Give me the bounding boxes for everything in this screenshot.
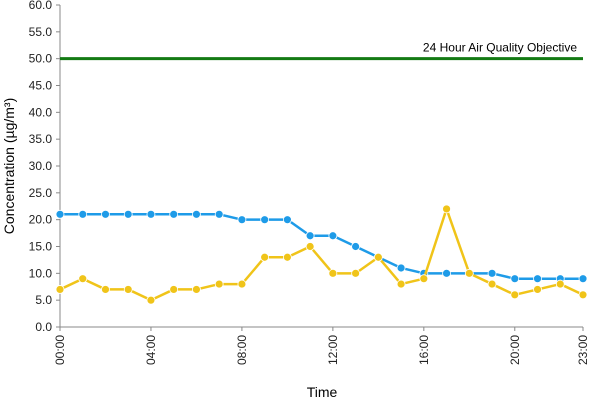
series-1-point xyxy=(237,215,247,225)
series-1-point xyxy=(442,268,451,278)
series-2-point xyxy=(533,285,542,294)
series-1-point xyxy=(260,215,270,225)
series-2-point xyxy=(578,290,588,300)
series-2-point xyxy=(351,268,361,278)
series-1-point xyxy=(533,274,542,284)
series-1 xyxy=(55,209,588,284)
series-2-point xyxy=(214,279,224,289)
series-2 xyxy=(55,204,588,305)
series-1-point xyxy=(396,263,406,273)
series-2-point xyxy=(419,274,429,284)
series-1-line xyxy=(60,213,583,280)
x-axis-title: Time xyxy=(307,384,338,400)
series-2-point xyxy=(373,252,383,262)
y-axis-ticks: 0.0 5.0 10.0 15.0 20.0 25.0 30.0 35.0 40.0 45.0 50… xyxy=(29,0,60,334)
air-quality-objective-label: 24 Hour Air Quality Objective xyxy=(423,41,577,55)
series-2-point xyxy=(464,268,474,278)
y-tick-label: 60.0 xyxy=(29,0,53,12)
y-tick-label: 15.0 xyxy=(29,240,53,254)
series-2-point xyxy=(442,204,451,214)
series-2-point xyxy=(169,285,179,294)
series-1-point xyxy=(192,209,201,219)
series-2-point xyxy=(123,285,133,294)
x-tick-label: 20:00 xyxy=(508,335,522,365)
y-tick-label: 20.0 xyxy=(29,213,53,227)
series-1-point xyxy=(169,209,179,219)
y-axis-title: Concentration (µg/m³) xyxy=(1,98,17,234)
y-tick-label: 5.0 xyxy=(35,293,52,307)
series-2-point xyxy=(146,295,156,305)
x-tick-label: 04:00 xyxy=(144,335,158,365)
y-tick-label: 0.0 xyxy=(35,320,52,334)
y-tick-label: 35.0 xyxy=(29,132,53,146)
series-1-point xyxy=(328,231,338,241)
x-tick-label: 12:00 xyxy=(326,335,340,365)
x-axis-ticks: 00:00 04:00 08:00 12:00 16:00 20:00 23:00 xyxy=(53,327,590,365)
series-1-point xyxy=(101,209,110,219)
series-2-point xyxy=(237,279,247,289)
reference-line-group: 24 Hour Air Quality Objective xyxy=(60,41,583,61)
y-tick-label: 30.0 xyxy=(29,159,53,173)
series-2-point xyxy=(55,285,65,294)
y-tick-label: 10.0 xyxy=(29,266,53,280)
series-2-line xyxy=(59,207,584,302)
series-2-point xyxy=(305,242,315,251)
series-2-point xyxy=(192,285,201,294)
series-2-point xyxy=(396,279,406,289)
series-1-point xyxy=(305,231,315,241)
y-tick-label: 45.0 xyxy=(29,79,53,93)
series-2-point xyxy=(328,268,338,278)
y-tick-label: 55.0 xyxy=(29,25,53,39)
y-tick-label: 40.0 xyxy=(29,105,53,119)
series-1-point xyxy=(487,268,497,278)
series-2-point xyxy=(555,279,565,289)
series-1-point xyxy=(78,209,88,219)
x-tick-label: 08:00 xyxy=(235,335,249,365)
x-tick-label: 16:00 xyxy=(417,335,431,365)
series-1-point xyxy=(55,209,65,219)
x-tick-label: 23:00 xyxy=(576,335,590,365)
series-2-point xyxy=(282,252,292,262)
series-layer xyxy=(55,204,588,305)
series-2-point xyxy=(101,285,110,294)
series-2-point xyxy=(510,290,520,300)
series-1-point xyxy=(123,209,133,219)
y-tick-label: 50.0 xyxy=(29,52,53,66)
series-1-point xyxy=(214,209,224,219)
series-2-point xyxy=(487,279,497,289)
x-tick-label: 00:00 xyxy=(53,335,67,365)
series-2-point xyxy=(260,252,270,262)
series-1-point xyxy=(351,242,361,251)
series-1-point xyxy=(282,215,292,225)
series-2-point xyxy=(78,274,88,284)
y-tick-label: 25.0 xyxy=(29,186,53,200)
series-1-point xyxy=(510,274,520,284)
series-1-point xyxy=(578,274,588,284)
series-1-point xyxy=(146,209,156,219)
